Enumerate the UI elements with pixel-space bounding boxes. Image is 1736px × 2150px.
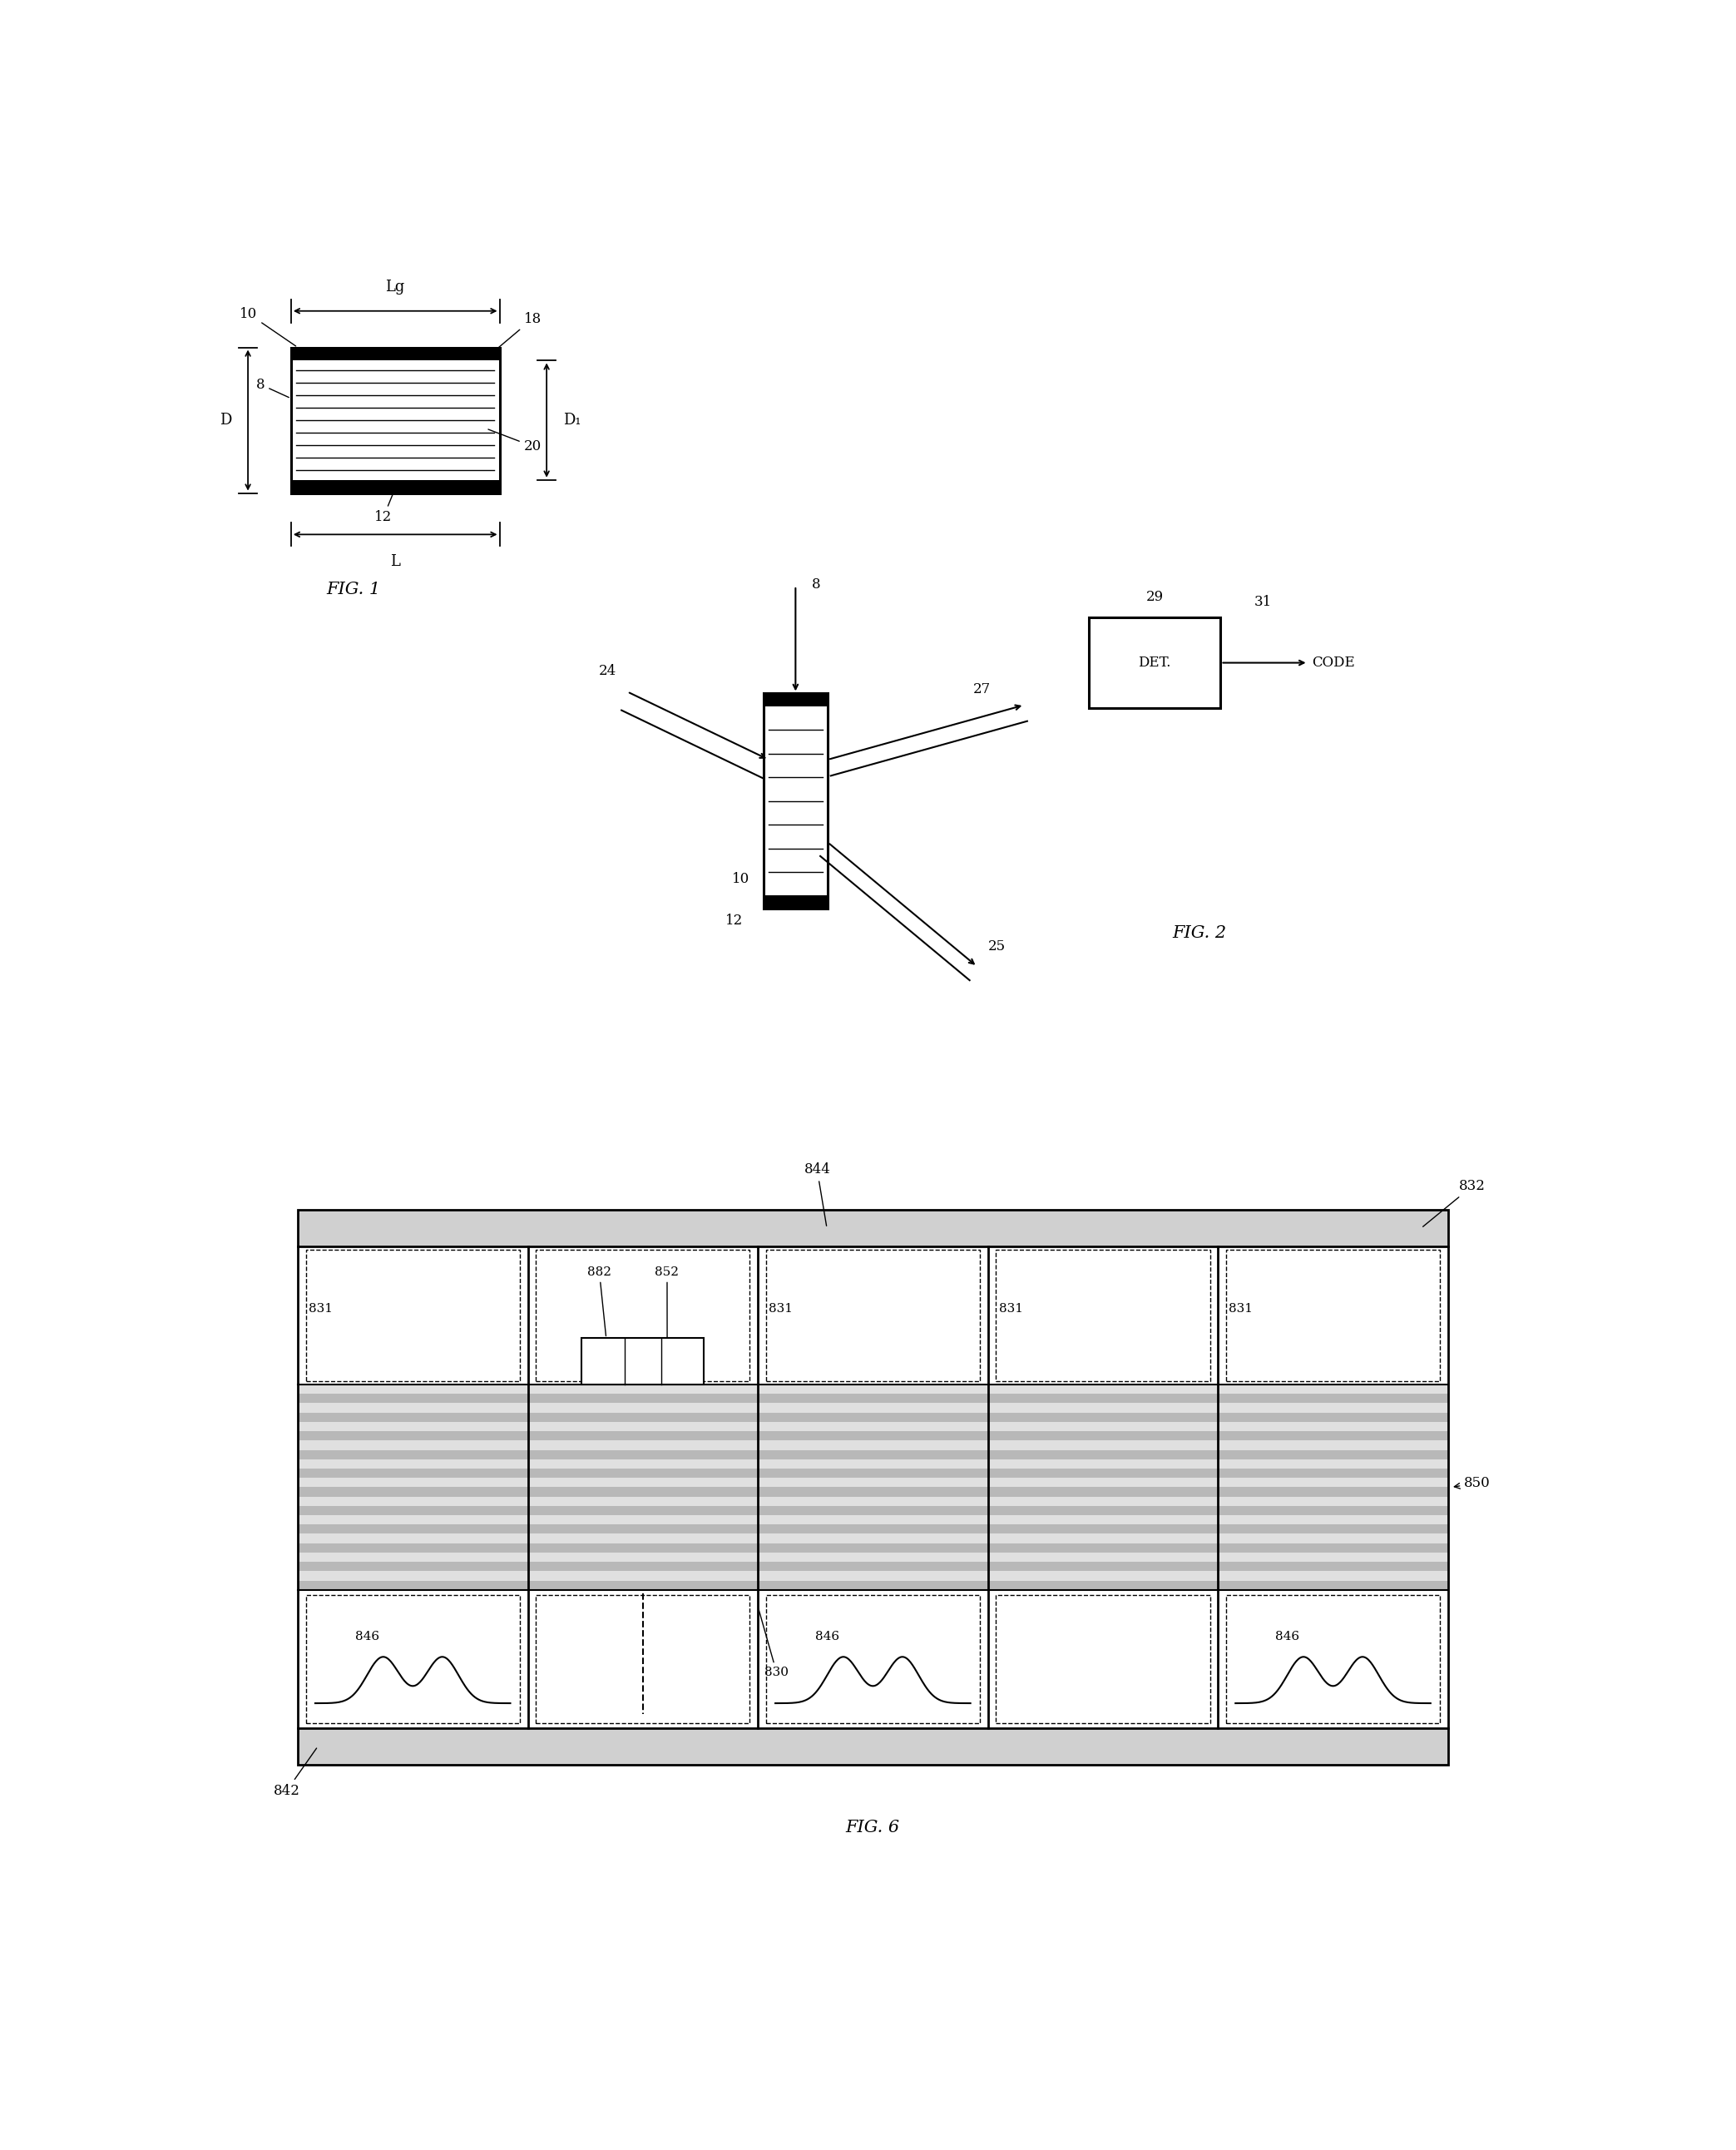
Text: 882: 882 — [587, 1266, 611, 1335]
Bar — [536, 1595, 750, 1722]
Bar — [299, 1533, 1448, 1544]
Bar — [299, 1488, 1448, 1496]
Text: 830: 830 — [759, 1608, 788, 1679]
Bar — [764, 694, 828, 707]
Text: 8: 8 — [812, 578, 821, 591]
Bar — [996, 1249, 1210, 1380]
Bar — [764, 894, 828, 909]
Bar — [299, 1477, 1448, 1488]
Bar — [299, 1580, 1448, 1589]
Bar — [299, 1496, 1448, 1505]
Text: 831: 831 — [1229, 1303, 1253, 1314]
Bar — [299, 1572, 1448, 1580]
Text: 31: 31 — [1255, 596, 1272, 608]
Text: 831: 831 — [769, 1303, 793, 1314]
Text: 29: 29 — [1146, 589, 1163, 604]
Text: 846: 846 — [1276, 1632, 1300, 1643]
Bar — [306, 1249, 519, 1380]
Text: 852: 852 — [654, 1266, 679, 1382]
Text: 12: 12 — [375, 490, 394, 525]
Text: FIG. 2: FIG. 2 — [1172, 924, 1226, 942]
Bar — [536, 1249, 750, 1380]
Bar — [299, 1729, 1448, 1765]
Text: L: L — [391, 555, 401, 570]
Bar — [764, 694, 828, 909]
Bar — [299, 1516, 1448, 1524]
Text: FIG. 6: FIG. 6 — [845, 1819, 899, 1836]
Text: 831: 831 — [309, 1303, 333, 1314]
Bar — [299, 1561, 1448, 1572]
Bar — [299, 1385, 1448, 1393]
Text: 10: 10 — [733, 871, 750, 886]
Bar — [299, 1421, 1448, 1432]
Bar — [299, 1544, 1448, 1552]
Bar — [996, 1595, 1210, 1722]
Text: Lg: Lg — [385, 280, 404, 295]
Bar — [299, 1468, 1448, 1477]
Bar — [299, 1432, 1448, 1440]
Text: 831: 831 — [998, 1303, 1023, 1314]
Bar — [299, 1524, 1448, 1533]
Text: FIG. 1: FIG. 1 — [326, 580, 380, 598]
Bar — [299, 1404, 1448, 1413]
Bar — [292, 479, 500, 492]
Bar — [766, 1249, 979, 1380]
Text: 846: 846 — [356, 1632, 380, 1643]
Text: 832: 832 — [1424, 1178, 1486, 1228]
Text: 12: 12 — [726, 914, 743, 927]
Text: CODE: CODE — [1312, 656, 1356, 671]
Text: DET.: DET. — [1139, 656, 1172, 671]
Bar — [299, 1413, 1448, 1421]
Text: 842: 842 — [274, 1748, 316, 1797]
Text: D₁: D₁ — [562, 413, 580, 428]
Text: 25: 25 — [988, 940, 1005, 952]
Text: 8: 8 — [255, 378, 288, 398]
Bar — [766, 1595, 979, 1722]
Bar — [299, 1210, 1448, 1247]
Text: 20: 20 — [488, 430, 542, 454]
Bar — [299, 1505, 1448, 1516]
Bar — [292, 348, 500, 361]
Bar — [1226, 1249, 1439, 1380]
Bar — [1088, 617, 1220, 707]
Bar — [1226, 1595, 1439, 1722]
Bar — [299, 1393, 1448, 1404]
Text: 844: 844 — [804, 1163, 830, 1225]
Text: D: D — [220, 413, 233, 428]
Bar — [299, 1460, 1448, 1468]
Text: 18: 18 — [495, 312, 542, 350]
Bar — [306, 1595, 519, 1722]
Bar — [299, 1552, 1448, 1561]
Bar — [292, 348, 500, 492]
Bar — [582, 1337, 703, 1385]
Bar — [299, 1449, 1448, 1460]
Text: 24: 24 — [599, 664, 616, 679]
Text: 10: 10 — [240, 307, 295, 346]
Bar — [299, 1440, 1448, 1449]
Text: 846: 846 — [816, 1632, 840, 1643]
Text: 27: 27 — [972, 682, 991, 697]
Text: 850: 850 — [1455, 1477, 1491, 1490]
